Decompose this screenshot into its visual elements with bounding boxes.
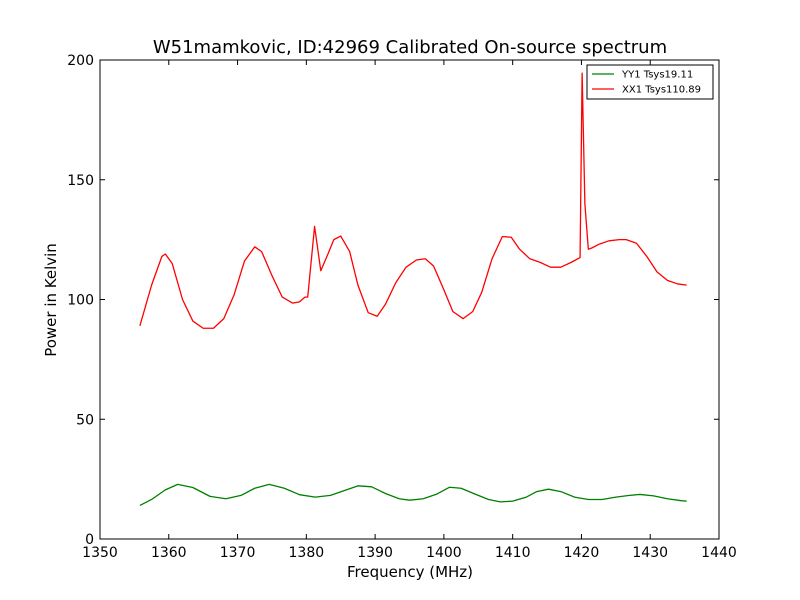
x-tick-label: 1410 (495, 545, 531, 561)
x-tick-label: 1370 (220, 545, 256, 561)
series-line-0 (139, 483, 687, 507)
legend-label-1: XX1 Tsys110.89 (622, 85, 701, 96)
legend-box (586, 64, 714, 100)
x-tick-label: 1350 (82, 545, 118, 561)
x-tick-label: 1400 (426, 545, 462, 561)
legend: YY1 Tsys19.11 XX1 Tsys110.89 (586, 64, 714, 100)
x-axis-label: Frequency (MHz) (347, 563, 473, 581)
x-tick-label: 1440 (701, 545, 737, 561)
y-tick-label: 200 (67, 53, 94, 69)
x-tick-label: 1380 (289, 545, 325, 561)
plot-area: 1350 1360 1370 1380 1390 1400 1410 1420 1430 1440… (67, 53, 737, 561)
series-line-1 (139, 72, 687, 329)
x-tick-label: 1430 (632, 545, 668, 561)
x-tick-label: 1360 (151, 545, 187, 561)
y-axis-label: Power in Kelvin (42, 243, 60, 357)
chart-title: W51mamkovic, ID:42969 Calibrated On-sour… (153, 37, 667, 58)
legend-label-0: YY1 Tsys19.11 (621, 70, 693, 81)
y-tick-label: 50 (76, 412, 94, 428)
x-tick-label: 1420 (564, 545, 600, 561)
y-tick-label: 0 (85, 532, 94, 548)
x-tick-label: 1390 (357, 545, 393, 561)
y-tick-label: 150 (67, 173, 94, 189)
y-tick-label: 100 (67, 293, 94, 309)
